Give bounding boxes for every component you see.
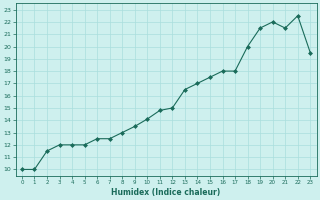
X-axis label: Humidex (Indice chaleur): Humidex (Indice chaleur): [111, 188, 221, 197]
